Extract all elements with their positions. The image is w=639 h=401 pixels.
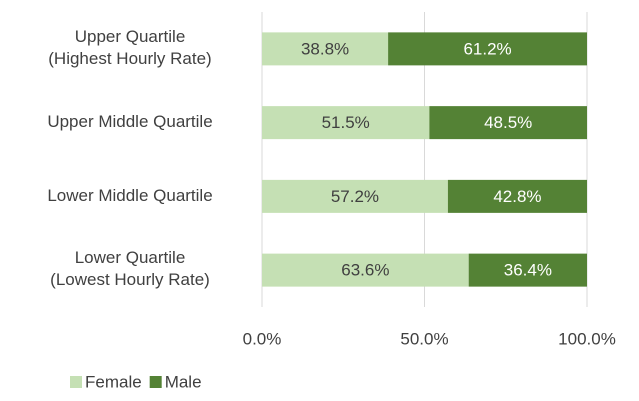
- data-label: 48.5%: [484, 113, 532, 132]
- bar-segment: [388, 32, 587, 66]
- y-tick-label: Upper Quartile (Highest Hourly Rate): [48, 27, 211, 68]
- bar-segment: [468, 253, 587, 287]
- data-label: 57.2%: [331, 187, 379, 206]
- bar-segment: [262, 253, 469, 287]
- x-tick-label: 50.0%: [400, 329, 448, 348]
- data-label: 61.2%: [463, 39, 511, 58]
- x-tick-label: 100.0%: [558, 329, 616, 348]
- data-label: 63.6%: [341, 261, 389, 280]
- data-label: 42.8%: [493, 187, 541, 206]
- data-label: 51.5%: [322, 113, 370, 132]
- legend-label: Male: [165, 372, 202, 391]
- legend-swatch: [149, 376, 162, 388]
- legend-label: Female: [85, 372, 142, 391]
- legend-swatch: [70, 376, 82, 388]
- bar-segment: [262, 179, 448, 213]
- x-tick-label: 0.0%: [243, 329, 282, 348]
- data-label: 36.4%: [504, 261, 552, 280]
- bar-segment: [429, 106, 587, 140]
- y-tick-label: Lower Middle Quartile: [47, 186, 212, 205]
- bar-segment: [262, 106, 430, 140]
- data-label: 38.8%: [301, 39, 349, 58]
- y-tick-label: Upper Middle Quartile: [47, 112, 212, 131]
- y-tick-label: Lower Quartile (Lowest Hourly Rate): [50, 249, 210, 290]
- bar-segment: [262, 32, 389, 66]
- bar-segment: [447, 179, 587, 213]
